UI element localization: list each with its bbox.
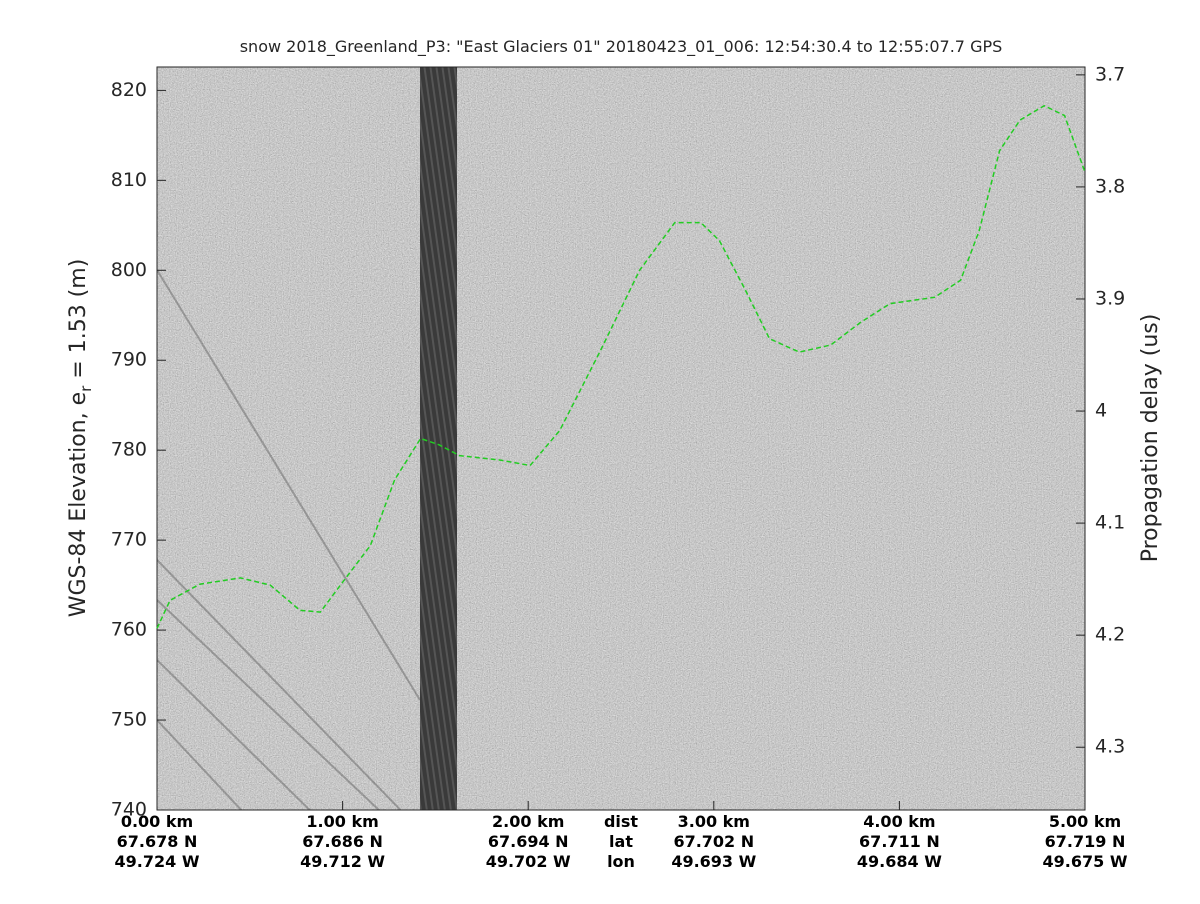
y-axis-label: WGS-84 Elevation, er = 1.53 (m) [66, 259, 95, 618]
lon-label: 49.724 W [115, 852, 200, 871]
x-tick-label: 1.00 km [306, 812, 378, 831]
y2-tick-label: 4.1 [1095, 512, 1125, 534]
plot-frame [156, 66, 1086, 811]
y-tick-label: 760 [111, 619, 147, 641]
y-tick-label: 770 [111, 529, 147, 551]
x-tick-label: 5.00 km [1049, 812, 1121, 831]
data-gap-band [420, 67, 457, 810]
row-label: lat [609, 832, 633, 851]
y-tick-label: 820 [111, 79, 147, 101]
y-tick-label: 750 [111, 709, 147, 731]
lon-label: 49.712 W [300, 852, 385, 871]
lat-label: 67.719 N [1045, 832, 1126, 851]
row-label: lon [607, 852, 635, 871]
surface-line [156, 104, 1086, 629]
x-tick-label: 4.00 km [863, 812, 935, 831]
echogram-layers [157, 269, 421, 810]
y2-tick-label: 4.3 [1095, 736, 1125, 758]
row-label: dist [604, 812, 638, 831]
y2-tick-label: 3.8 [1095, 175, 1125, 197]
lon-label: 49.684 W [857, 852, 942, 871]
y2-tick-label: 3.9 [1095, 287, 1125, 309]
lat-label: 67.711 N [859, 832, 940, 851]
y-tick-label: 740 [111, 799, 147, 821]
echogram-background [157, 67, 1085, 810]
x-tick-label: 3.00 km [678, 812, 750, 831]
lat-label: 67.686 N [302, 832, 383, 851]
y2-axis-label: Propagation delay (us) [1138, 314, 1163, 563]
lon-label: 49.693 W [671, 852, 756, 871]
y-axis-label-main: WGS-84 Elevation, e [66, 392, 91, 617]
lat-label: 67.694 N [488, 832, 569, 851]
y2-tick-label: 3.7 [1095, 63, 1125, 85]
y2-tick-label: 4.2 [1095, 624, 1125, 646]
y-axis-label-rest: = 1.53 (m) [66, 259, 91, 386]
chart-title: snow 2018_Greenland_P3: "East Glaciers 0… [240, 37, 1003, 57]
y-tick-label: 790 [111, 349, 147, 371]
lon-label: 49.675 W [1043, 852, 1128, 871]
x-tick-label: 0.00 km [121, 812, 193, 831]
echogram [157, 67, 1085, 810]
lat-label: 67.702 N [673, 832, 754, 851]
y-tick-label: 810 [111, 169, 147, 191]
x-tick-label: 2.00 km [492, 812, 564, 831]
y2-tick-label: 4 [1095, 400, 1107, 422]
lon-label: 49.702 W [486, 852, 571, 871]
y-axis-label-sub: r [77, 385, 95, 392]
y-tick-label: 780 [111, 439, 147, 461]
y-tick-label: 800 [111, 259, 147, 281]
lat-label: 67.678 N [117, 832, 198, 851]
